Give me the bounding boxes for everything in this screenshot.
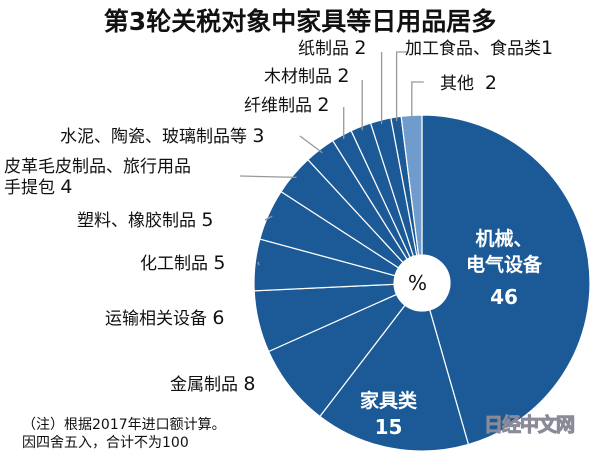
label-value: 3 <box>252 125 265 147</box>
label-text: 木材制品 <box>264 67 332 87</box>
label-value: 5 <box>213 252 226 274</box>
label-value: 6 <box>212 307 225 329</box>
label-plastic: 塑料、橡胶制品 5 <box>77 210 214 231</box>
pie-slice <box>421 114 591 446</box>
label-chemical: 化工制品 5 <box>140 253 226 274</box>
label-text: 加工食品、食品类 <box>405 39 541 59</box>
label-value: 4 <box>60 176 73 198</box>
leader-line <box>239 175 297 179</box>
label-food: 加工食品、食品类1 <box>405 38 553 59</box>
leader-line <box>264 215 273 221</box>
footnote: （注）根据2017年进口额计算。 因四舍五入，合计不为100 <box>22 416 226 452</box>
leader-line <box>257 261 260 266</box>
label-wood: 木材制品 2 <box>264 66 350 87</box>
leader-line <box>411 81 424 120</box>
label-text: 电气设备 <box>466 254 543 276</box>
label-text: 化工制品 <box>140 254 208 274</box>
label-text: 家具类 <box>360 390 418 412</box>
label-metal: 金属制品 8 <box>170 374 256 395</box>
label-text: 金属制品 <box>170 375 238 395</box>
label-value: 5 <box>201 209 214 231</box>
label-value: 2 <box>337 65 350 87</box>
leader-line <box>299 135 323 154</box>
center-label: % <box>408 271 428 295</box>
footnote-line: 因四舍五入，合计不为100 <box>22 435 189 451</box>
pie-slice <box>319 304 470 452</box>
footnote-line: （注）根据2017年进口额计算。 <box>22 417 226 433</box>
slice-label-furniture: 家具类 15 <box>360 388 417 440</box>
label-text: 手提包 <box>4 178 55 198</box>
chart-title: 第3轮关税对象中家具等日用品居多 <box>103 7 497 36</box>
label-text: 机械、 <box>475 228 533 250</box>
pie-slice <box>400 114 423 256</box>
leader-line <box>395 51 409 121</box>
label-fiber: 纤维制品 2 <box>244 95 330 116</box>
label-value: 15 <box>374 415 403 439</box>
label-cement: 水泥、陶瓷、玻璃制品等 3 <box>60 126 265 147</box>
label-text: 纤维制品 <box>244 96 312 116</box>
label-text: 纸制品 <box>298 39 349 59</box>
label-value: 2 <box>354 37 367 59</box>
watermark-logo: 日经中文网 <box>483 414 575 437</box>
label-value: 8 <box>243 373 256 395</box>
label-transport: 运输相关设备 6 <box>105 308 225 329</box>
label-text: 皮革毛皮制品、旅行用品 <box>4 157 191 177</box>
label-value: 46 <box>490 285 518 309</box>
label-value: 1 <box>541 37 554 59</box>
slice-label-machinery: 机械、 电气设备 46 <box>466 226 542 310</box>
label-text: 运输相关设备 <box>105 309 207 329</box>
label-other: 其他 2 <box>440 73 497 94</box>
label-text: 其他 <box>440 74 474 94</box>
label-text: 塑料、橡胶制品 <box>77 211 196 231</box>
label-leather: 皮革毛皮制品、旅行用品 手提包 4 <box>4 157 191 198</box>
label-paper: 纸制品 2 <box>298 38 367 59</box>
label-text: 水泥、陶瓷、玻璃制品等 <box>60 127 247 147</box>
label-value: 2 <box>317 94 330 116</box>
label-value: 2 <box>484 72 497 94</box>
